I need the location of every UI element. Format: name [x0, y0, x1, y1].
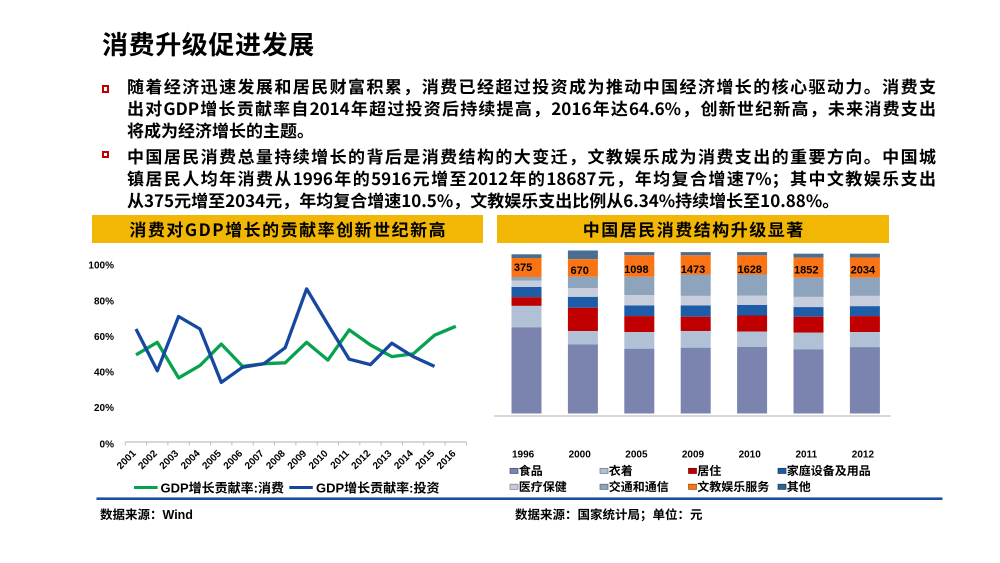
svg-text:衣着: 衣着	[609, 464, 633, 478]
svg-text:家庭设备及用品: 家庭设备及用品	[787, 464, 871, 478]
svg-text:1996: 1996	[512, 450, 535, 461]
svg-text:0%: 0%	[100, 440, 115, 451]
svg-text:100%: 100%	[88, 261, 114, 272]
svg-text:1473: 1473	[681, 264, 705, 276]
svg-text:2013: 2013	[371, 448, 395, 472]
svg-text:食品: 食品	[519, 464, 543, 478]
svg-text:交通和通信: 交通和通信	[609, 480, 669, 494]
svg-text:670: 670	[571, 265, 589, 277]
svg-text:文教娱乐服务: 文教娱乐服务	[697, 480, 769, 494]
svg-text:2010: 2010	[739, 450, 762, 461]
svg-text:2012: 2012	[852, 450, 875, 461]
svg-text:60%: 60%	[94, 332, 114, 343]
svg-text:2005: 2005	[625, 450, 648, 461]
svg-text:居住: 居住	[697, 464, 721, 478]
svg-text:数据来源：Wind: 数据来源：Wind	[100, 508, 193, 522]
svg-text:2008: 2008	[264, 448, 288, 472]
svg-text:2003: 2003	[158, 448, 182, 472]
svg-text:1628: 1628	[737, 264, 761, 276]
svg-text:2002: 2002	[136, 448, 160, 472]
svg-text:2004: 2004	[179, 448, 203, 472]
svg-text:数据来源：国家统计局；单位：元: 数据来源：国家统计局；单位：元	[515, 508, 703, 522]
svg-text:2015: 2015	[414, 448, 438, 472]
svg-text:2012: 2012	[350, 448, 374, 472]
svg-text:2009: 2009	[682, 450, 705, 461]
svg-text:2034: 2034	[851, 265, 876, 277]
svg-text:2011: 2011	[329, 448, 352, 471]
svg-text:2006: 2006	[222, 448, 246, 472]
svg-text:2011: 2011	[795, 450, 817, 461]
svg-text:2010: 2010	[307, 448, 331, 472]
svg-text:GDP增长贡献率:消费: GDP增长贡献率:消费	[161, 481, 285, 496]
svg-text:2016: 2016	[435, 448, 459, 472]
svg-text:医疗保健: 医疗保健	[519, 480, 567, 494]
svg-text:2009: 2009	[286, 448, 310, 472]
svg-text:40%: 40%	[94, 368, 114, 379]
svg-text:2000: 2000	[569, 450, 592, 461]
svg-text:2001: 2001	[115, 448, 139, 472]
svg-text:2007: 2007	[243, 448, 267, 472]
svg-text:2005: 2005	[200, 448, 224, 472]
svg-text:2014: 2014	[392, 448, 416, 472]
svg-text:20%: 20%	[94, 403, 114, 414]
svg-text:1098: 1098	[624, 264, 648, 276]
svg-text:GDP增长贡献率:投资: GDP增长贡献率:投资	[316, 481, 440, 496]
svg-text:其他: 其他	[787, 480, 811, 494]
svg-text:80%: 80%	[94, 296, 114, 307]
svg-text:1852: 1852	[794, 265, 818, 277]
svg-text:375: 375	[514, 262, 532, 274]
